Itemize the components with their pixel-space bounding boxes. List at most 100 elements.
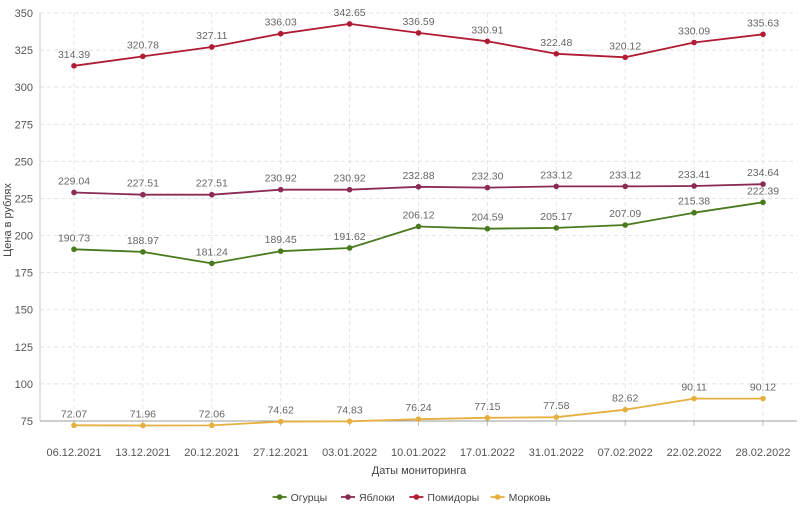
data-label: 82.62 <box>612 393 638 405</box>
data-point <box>691 209 697 216</box>
data-label: 233.12 <box>540 169 572 181</box>
legend-label: Яблоки <box>359 492 395 504</box>
x-tick-label: 27.12.2021 <box>253 447 308 459</box>
data-point <box>209 44 215 50</box>
data-label: 215.38 <box>678 196 710 208</box>
data-point <box>415 30 422 36</box>
data-label: 188.97 <box>127 235 159 247</box>
data-point <box>622 183 628 190</box>
data-label: 227.51 <box>196 178 228 190</box>
data-point <box>484 415 491 421</box>
data-point <box>277 418 284 425</box>
data-label: 233.12 <box>609 169 641 181</box>
data-point <box>691 395 697 402</box>
legend-marker-dot <box>494 494 501 500</box>
x-tick-label: 17.01.2022 <box>460 447 515 459</box>
data-label: 314.39 <box>58 49 90 61</box>
legend-marker-dot <box>276 494 283 500</box>
data-point <box>277 30 284 37</box>
x-tick-label: 20.12.2021 <box>184 447 239 459</box>
data-point <box>277 186 284 193</box>
data-label: 234.64 <box>747 167 779 179</box>
data-label: 206.12 <box>402 209 434 221</box>
data-label: 204.59 <box>471 212 503 224</box>
data-label: 232.88 <box>402 170 434 182</box>
data-point <box>553 414 560 420</box>
data-point <box>760 395 766 402</box>
data-point <box>209 422 215 429</box>
x-tick-label: 07.02.2022 <box>598 447 653 459</box>
data-label: 336.59 <box>402 16 434 28</box>
data-label: 181.24 <box>196 246 228 258</box>
x-axis-title: Даты мониторинга <box>372 465 467 477</box>
data-label: 330.09 <box>678 26 710 38</box>
data-label: 233.41 <box>678 169 710 181</box>
data-label: 72.06 <box>199 408 225 420</box>
data-label: 229.04 <box>58 175 90 187</box>
data-label: 90.12 <box>750 382 776 394</box>
data-point <box>140 191 146 198</box>
data-point <box>760 181 766 187</box>
data-point <box>484 225 491 232</box>
data-point <box>346 186 353 193</box>
data-point <box>691 183 697 189</box>
data-point <box>71 189 77 196</box>
data-point <box>346 245 353 251</box>
data-label-layer: 190.73 188.97 181.24 189.45 191.62 206.12 204.… <box>58 7 779 421</box>
data-label: 71.96 <box>130 409 156 421</box>
data-point <box>415 416 422 422</box>
data-point <box>415 223 422 230</box>
y-tick-label: 200 <box>15 231 33 243</box>
data-label: 335.63 <box>747 17 779 29</box>
data-point <box>622 54 628 61</box>
data-point <box>760 199 766 206</box>
x-tick-label: 22.02.2022 <box>667 447 722 459</box>
data-label: 74.83 <box>336 404 362 416</box>
legend-marker-dot <box>345 494 351 500</box>
data-point <box>553 225 560 231</box>
data-label: 230.92 <box>334 173 366 185</box>
legend-label: Огурцы <box>291 492 328 504</box>
y-tick-label: 250 <box>15 156 33 168</box>
data-label: 190.73 <box>58 232 90 244</box>
data-point <box>760 31 766 38</box>
y-tick-label: 225 <box>15 193 33 205</box>
data-point <box>346 21 353 27</box>
data-point <box>209 260 215 267</box>
legend-label: Морковь <box>509 492 552 504</box>
x-tick-label: 03.01.2022 <box>322 447 377 459</box>
x-tick-label: 28.02.2022 <box>735 447 790 459</box>
data-point <box>140 422 146 429</box>
data-label: 342.65 <box>334 7 366 19</box>
x-tick-label: 13.12.2021 <box>115 447 170 459</box>
data-label: 322.48 <box>540 37 572 49</box>
y-tick-label: 100 <box>15 379 33 391</box>
data-label: 205.17 <box>540 211 572 223</box>
data-label: 227.51 <box>127 178 159 190</box>
data-label: 336.03 <box>265 17 297 29</box>
data-point <box>622 222 628 228</box>
grid-layer <box>40 12 797 422</box>
data-point <box>209 191 215 198</box>
data-label: 74.62 <box>268 405 294 417</box>
data-point <box>346 418 353 425</box>
y-tick-label: 175 <box>15 268 33 280</box>
legend-label: Помидоры <box>427 492 479 504</box>
y-tick-label: 325 <box>15 45 33 57</box>
y-tick-label: 125 <box>15 342 33 354</box>
series-layer <box>71 21 766 429</box>
data-label: 189.45 <box>265 234 297 246</box>
data-label: 327.11 <box>196 30 227 42</box>
data-point <box>71 246 77 253</box>
data-label: 330.91 <box>471 24 503 36</box>
y-tick-label: 275 <box>15 119 33 131</box>
data-label: 320.78 <box>127 39 159 51</box>
data-point <box>71 63 77 69</box>
axis-layer: 75 100 125 150 175 200 225 250 275 300 325 350 06.12… <box>15 8 797 459</box>
x-tick-label: 31.01.2022 <box>529 447 584 459</box>
x-tick-label: 06.12.2021 <box>46 447 101 459</box>
data-label: 320.12 <box>609 40 641 52</box>
data-point <box>277 248 284 254</box>
